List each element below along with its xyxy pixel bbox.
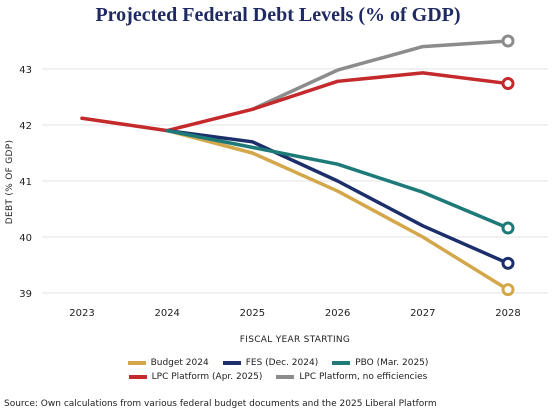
- legend-label: Budget 2024: [150, 358, 209, 368]
- series-line-0: [250, 39, 510, 112]
- series-lines: [80, 34, 515, 297]
- x-tick-label: 2023: [69, 308, 94, 319]
- series-end-marker-4: [501, 221, 515, 235]
- legend-label: LPC Platform (Apr. 2025): [151, 372, 263, 382]
- legend-swatch: [127, 361, 146, 365]
- y-tick-label: 43: [19, 65, 32, 76]
- source-note: Source: Own calculations from various fe…: [4, 399, 437, 409]
- series-end-marker-0: [501, 34, 515, 48]
- series-line-4: [165, 128, 510, 230]
- x-tick-labels: 2023 2024 2025 2026 2027 2028: [69, 308, 520, 319]
- legend-row-2: LPC Platform (Apr. 2025) LPC Platform, no…: [0, 372, 556, 382]
- series-line-1: [80, 71, 510, 133]
- series-end-marker-2: [501, 283, 515, 297]
- series-end-marker-1: [501, 77, 515, 91]
- legend-label: FES (Dec. 2024): [245, 358, 319, 368]
- x-tick-label: 2024: [154, 308, 179, 319]
- legend-item: LPC Platform, no efficiencies: [276, 372, 427, 382]
- legend-label: PBO (Mar. 2025): [355, 358, 429, 368]
- legend-swatch: [222, 361, 241, 365]
- legend-label: LPC Platform, no efficiencies: [299, 372, 428, 382]
- gridlines: [42, 68, 548, 294]
- legend-item: PBO (Mar. 2025): [332, 358, 428, 368]
- x-tick-label: 2026: [325, 308, 350, 319]
- legend-swatch: [276, 375, 295, 379]
- legend-item: Budget 2024: [127, 358, 209, 368]
- legend-item: FES (Dec. 2024): [222, 358, 319, 368]
- legend-row-1: Budget 2024 FES (Dec. 2024) PBO (Mar. 2025…: [0, 358, 556, 368]
- x-tick-label: 2025: [240, 308, 265, 319]
- series-line-2: [165, 128, 510, 292]
- x-tick-label: 2028: [495, 308, 520, 319]
- y-axis-label: DEBT (% OF GDP): [5, 140, 15, 225]
- legend-swatch: [128, 375, 147, 379]
- y-tick-label: 40: [19, 233, 32, 244]
- x-axis-label: FISCAL YEAR STARTING: [240, 335, 350, 345]
- legend-swatch: [332, 361, 351, 365]
- y-tick-label: 41: [19, 177, 32, 188]
- legend: Budget 2024 FES (Dec. 2024) PBO (Mar. 2025…: [0, 358, 556, 386]
- x-tick-label: 2027: [410, 308, 435, 319]
- y-tick-label: 39: [19, 289, 32, 300]
- series-line-3: [165, 128, 510, 266]
- y-tick-label: 42: [19, 121, 32, 132]
- series-end-marker-3: [501, 256, 515, 270]
- y-tick-labels: 39 40 41 42 43: [19, 65, 32, 300]
- legend-item: LPC Platform (Apr. 2025): [128, 372, 263, 382]
- chart-title: Projected Federal Debt Levels (% of GDP): [95, 4, 461, 26]
